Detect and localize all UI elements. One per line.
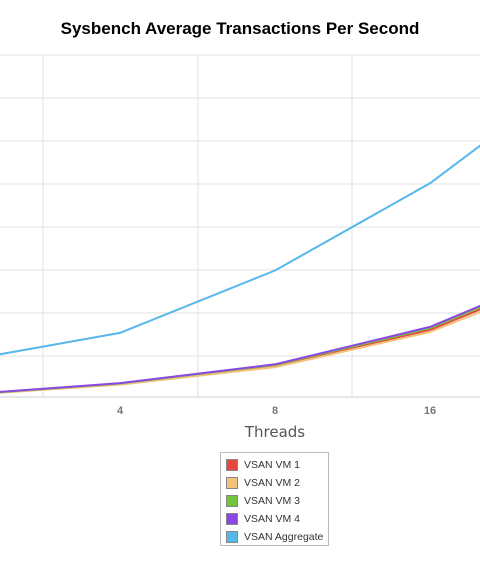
x-tick-labels: 4 8 16 xyxy=(117,405,436,417)
legend-label: VSAN VM 2 xyxy=(244,477,301,489)
series-line-vsan-vm-2 xyxy=(0,310,480,394)
legend-label: VSAN VM 1 xyxy=(244,459,301,471)
chart-title: Sysbench Average Transactions Per Second xyxy=(60,19,420,38)
legend-label: VSAN Aggregate xyxy=(244,531,324,543)
legend-item: VSAN VM 3 xyxy=(226,492,328,510)
legend-swatch xyxy=(226,513,238,525)
series-lines xyxy=(0,144,480,394)
x-tick-label: 4 xyxy=(117,405,124,417)
legend-item: VSAN Aggregate xyxy=(226,528,328,546)
legend-item: VSAN VM 2 xyxy=(226,474,328,492)
series-line-vsan-aggregate xyxy=(0,144,480,356)
legend-swatch xyxy=(226,495,238,507)
series-line-vsan-vm-4 xyxy=(0,304,480,393)
legend-swatch xyxy=(226,531,238,543)
legend-swatch xyxy=(226,459,238,471)
legend-swatch xyxy=(226,477,238,489)
legend-label: VSAN VM 3 xyxy=(244,495,301,507)
legend-item: VSAN VM 4 xyxy=(226,510,328,528)
x-tick-label: 16 xyxy=(424,405,436,417)
legend-label: VSAN VM 4 xyxy=(244,513,301,525)
legend-item: VSAN VM 1 xyxy=(226,456,328,474)
legend: VSAN VM 1 VSAN VM 2 VSAN VM 3 VSAN VM 4 VSAN… xyxy=(220,452,329,546)
x-axis-title: Threads xyxy=(244,423,305,441)
x-tick-label: 8 xyxy=(272,405,278,417)
grid xyxy=(0,54,480,398)
